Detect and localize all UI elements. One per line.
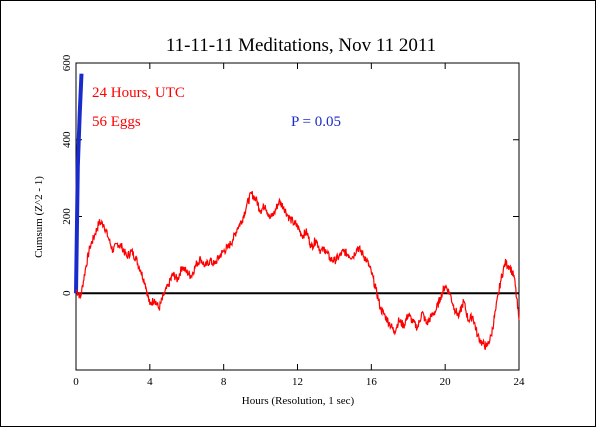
cumsum-series-line [75, 190, 520, 350]
y-tick-label: 200 [61, 208, 73, 225]
plot-border [75, 62, 520, 371]
annotation-probability: P = 0.05 [291, 114, 341, 130]
y-tick-label: 400 [61, 131, 73, 148]
y-axis-label: Cumsum (Z^2 - 1) [33, 176, 45, 258]
x-tick-label: 12 [292, 376, 303, 388]
x-tick-label: 0 [73, 376, 79, 388]
chart-title: 11-11-11 Meditations, Nov 11 2011 [166, 35, 436, 56]
x-axis-ticks: 0 4 8 12 16 20 24 [73, 63, 525, 388]
x-tick-label: 16 [366, 376, 378, 388]
x-tick-label: 8 [221, 376, 227, 388]
x-axis-label: Hours (Resolution, 1 sec) [242, 395, 355, 407]
x-tick-label: 24 [514, 376, 526, 388]
plot-area: 0 4 8 12 16 20 24 0 200 400 600 [61, 54, 525, 388]
annotation-egg-count: 56 Eggs [92, 114, 141, 130]
y-axis-ticks: 0 200 400 600 [61, 54, 519, 296]
x-tick-label: 20 [440, 376, 452, 388]
annotation-duration: 24 Hours, UTC [92, 85, 185, 101]
y-tick-label: 600 [61, 54, 73, 71]
probability-envelope-curve [74, 73, 84, 294]
x-tick-label: 4 [147, 376, 153, 388]
y-tick-label: 0 [61, 290, 73, 296]
